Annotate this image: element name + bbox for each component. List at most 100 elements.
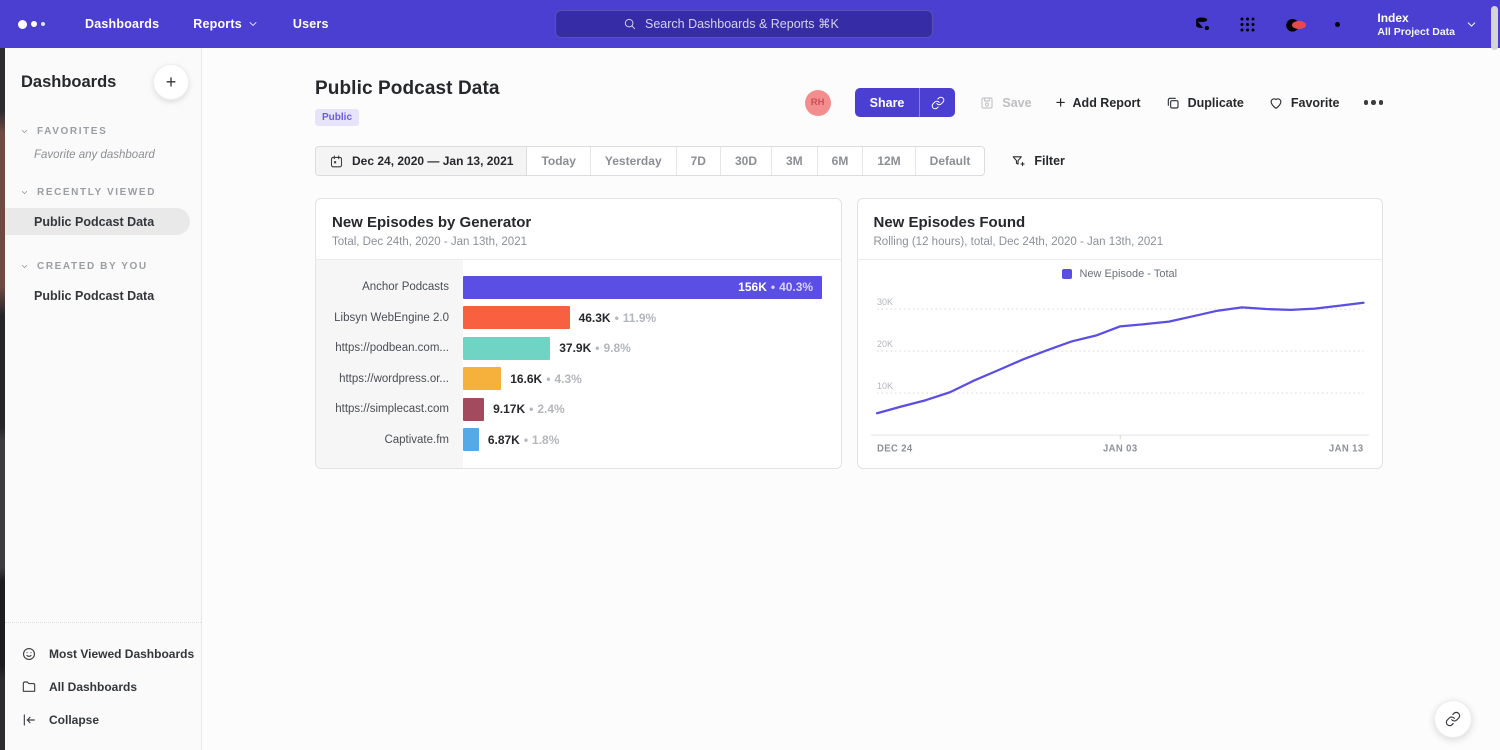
bar-https-wordpress-or[interactable] (463, 367, 501, 390)
preset-6m[interactable]: 6M (818, 147, 864, 175)
topbar-right: Index All Project Data (1193, 0, 1478, 48)
card-subtitle: Rolling (12 hours), total, Dec 24th, 202… (874, 236, 1367, 248)
sidebar-footer: Most Viewed Dashboards All Dashboards Coll… (5, 622, 201, 750)
project-name: Index (1377, 11, 1455, 26)
nav-item-dashboards[interactable]: Dashboards (85, 17, 159, 31)
add-report-button[interactable]: + Add Report (1056, 94, 1141, 111)
bar-track: 37.9K•9.8% (463, 337, 841, 360)
section-header-created-by-you[interactable]: CREATED BY YOU (5, 261, 201, 272)
card-title: New Episodes Found (874, 214, 1367, 231)
data-sources-icon[interactable] (1193, 15, 1212, 34)
bar-https-simplecast-com[interactable] (463, 398, 484, 421)
save-button[interactable]: Save (979, 95, 1031, 111)
share-button-group: Share (855, 88, 956, 117)
footer-item-most-viewed-dashboards[interactable]: Most Viewed Dashboards (21, 637, 201, 670)
card-new-episodes-found: New Episodes Found Rolling (12 hours), t… (857, 198, 1384, 469)
preset-3m[interactable]: 3M (772, 147, 818, 175)
share-button[interactable]: Share (855, 88, 920, 117)
nav-item-users[interactable]: Users (293, 17, 329, 31)
svg-text:30K: 30K (876, 297, 892, 307)
sidebar-title: Dashboards (21, 73, 116, 92)
sidebar-item-public-podcast-data[interactable]: Public Podcast Data (5, 282, 190, 309)
bar-category-label: https://simplecast.com (316, 403, 463, 415)
save-icon (979, 95, 995, 111)
more-options-button[interactable] (1364, 96, 1384, 109)
line-chart[interactable]: 10K20K30KDEC 24JAN 03JAN 13 (871, 284, 1370, 462)
sidebar-item-public-podcast-data[interactable]: Public Podcast Data (5, 208, 190, 235)
folder-icon (21, 679, 37, 695)
chevron-down-icon (20, 262, 29, 271)
public-badge: Public (315, 109, 359, 126)
card-title: New Episodes by Generator (332, 214, 825, 231)
date-presets: TodayYesterday7D30D3M6M12MDefault (527, 147, 984, 175)
bar-category-label: https://podbean.com... (316, 342, 463, 354)
favorite-button[interactable]: Favorite (1268, 95, 1340, 111)
link-icon (931, 96, 945, 110)
section-label: RECENTLY VIEWED (37, 187, 156, 198)
nav-item-label: Users (293, 17, 329, 31)
apps-grid-icon[interactable] (1238, 15, 1257, 34)
floating-link-button[interactable] (1434, 700, 1472, 738)
link-icon (1445, 711, 1461, 727)
nav-item-label: Dashboards (85, 17, 159, 31)
nav-item-reports[interactable]: Reports (193, 17, 259, 31)
chevron-down-icon (1465, 18, 1478, 31)
bar-value-label: 9.17K•2.4% (484, 398, 565, 421)
svg-text:JAN 13: JAN 13 (1328, 444, 1363, 455)
preset-default[interactable]: Default (916, 147, 985, 175)
settings-icon[interactable] (1328, 15, 1347, 34)
preset-today[interactable]: Today (527, 147, 590, 175)
legend-swatch (1062, 269, 1072, 279)
bar-https-podbean-com[interactable] (463, 337, 550, 360)
filter-funnel-icon (1011, 154, 1026, 169)
app-logo-icon[interactable] (18, 20, 45, 29)
smiley-icon (21, 646, 37, 662)
bar-value-label: 6.87K•1.8% (479, 428, 560, 451)
page-title: Public Podcast Data (315, 78, 500, 100)
bar-row: Anchor Podcasts156K•40.3% (316, 272, 841, 303)
copy-icon (1165, 95, 1181, 111)
section-header-favorites[interactable]: FAVORITES (5, 126, 201, 137)
preset-12m[interactable]: 12M (863, 147, 915, 175)
date-range-bar: Dec 24, 2020 — Jan 13, 2021 TodayYesterd… (315, 146, 985, 176)
bar-track: 46.3K•11.9% (463, 306, 841, 329)
bar-captivate-fm[interactable] (463, 428, 479, 451)
help-icon[interactable] (1283, 15, 1302, 34)
footer-item-collapse[interactable]: Collapse (21, 703, 201, 736)
svg-text:10K: 10K (876, 381, 892, 391)
preset-7d[interactable]: 7D (677, 147, 721, 175)
avatar[interactable]: RH (805, 90, 831, 116)
bar-track: 6.87K•1.8% (463, 428, 841, 451)
topbar-nav: Dashboards Reports Users (85, 17, 329, 31)
chevron-down-icon (20, 127, 29, 136)
collapse-icon (21, 712, 37, 728)
preset-yesterday[interactable]: Yesterday (591, 147, 677, 175)
section-header-recently-viewed[interactable]: RECENTLY VIEWED (5, 187, 201, 198)
scrollbar-thumb[interactable] (1491, 6, 1498, 50)
sidebar-section-recently-viewed: RECENTLY VIEWED Public Podcast Data (5, 187, 201, 235)
notification-badge (1292, 21, 1306, 29)
date-range-button[interactable]: Dec 24, 2020 — Jan 13, 2021 (316, 147, 527, 175)
bar-row: Captivate.fm6.87K•1.8% (316, 425, 841, 456)
search-input[interactable] (645, 17, 865, 31)
calendar-icon (329, 154, 344, 169)
section-label: FAVORITES (37, 126, 107, 137)
preset-30d[interactable]: 30D (721, 147, 772, 175)
share-link-button[interactable] (919, 88, 955, 117)
duplicate-button[interactable]: Duplicate (1165, 95, 1244, 111)
filter-button[interactable]: Filter (1011, 154, 1065, 169)
topbar: Dashboards Reports Users Index All Project… (0, 0, 1500, 48)
heart-icon (1268, 95, 1284, 111)
project-subtitle: All Project Data (1377, 26, 1455, 38)
global-search[interactable] (555, 10, 933, 38)
bar-row: https://wordpress.or...16.6K•4.3% (316, 364, 841, 395)
bar-libsyn-webengine-2-0[interactable] (463, 306, 570, 329)
section-label: CREATED BY YOU (37, 261, 148, 272)
project-switcher[interactable]: Index All Project Data (1377, 11, 1478, 38)
footer-item-label: All Dashboards (49, 680, 137, 694)
bar-value-label: 156K•40.3% (738, 276, 822, 299)
search-icon (623, 17, 637, 31)
add-dashboard-button[interactable]: + (153, 64, 189, 100)
footer-item-all-dashboards[interactable]: All Dashboards (21, 670, 201, 703)
section-empty-text: Favorite any dashboard (5, 137, 201, 161)
